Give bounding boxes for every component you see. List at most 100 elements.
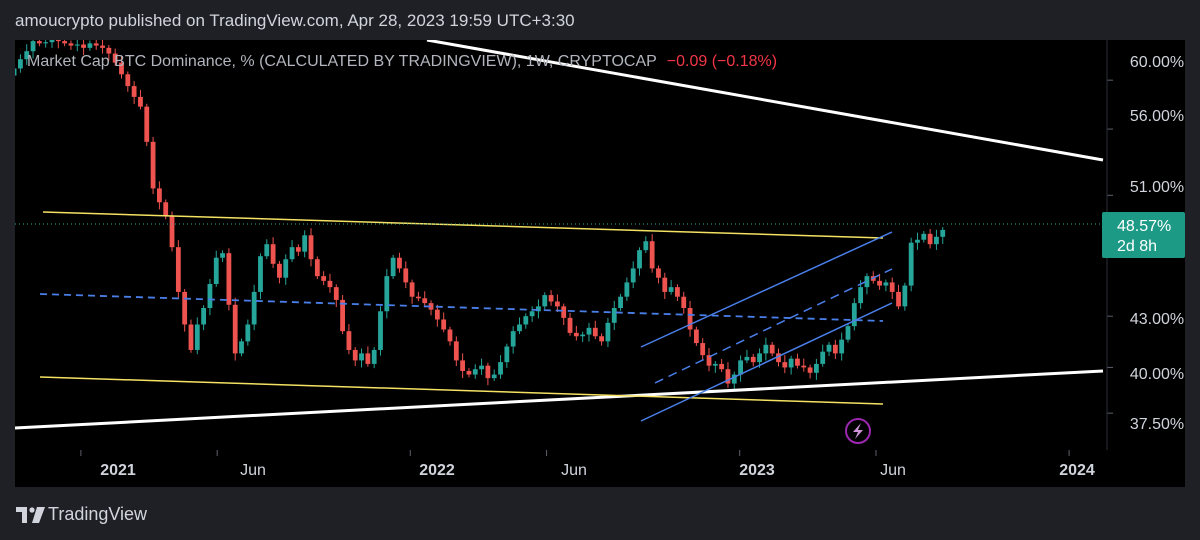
- candle: [902, 285, 908, 307]
- candle: [144, 106, 150, 142]
- candle: [921, 233, 927, 240]
- candle: [934, 236, 939, 245]
- chart-area[interactable]: 2021 Jun 2022 Jun 2023 Jun 2024 60.00% 5…: [15, 40, 1185, 487]
- candle: [738, 360, 743, 375]
- candle: [845, 326, 851, 340]
- candle: [731, 374, 737, 384]
- candle: [599, 336, 605, 342]
- header: amoucrypto published on TradingView.com,…: [0, 0, 1200, 40]
- candle: [289, 247, 295, 260]
- support-line-white: [15, 369, 1104, 430]
- candle: [422, 298, 428, 304]
- candle: [864, 276, 870, 288]
- candle: [883, 282, 889, 286]
- tick-label-jun-2022: Jun: [561, 462, 587, 479]
- y-tick-label-51: 51.00%: [1130, 179, 1184, 196]
- candle: [858, 287, 864, 304]
- price-badge: 48.57% 2d 8h: [1102, 212, 1185, 258]
- candle: [163, 202, 169, 217]
- candle: [131, 86, 137, 97]
- candle: [125, 74, 131, 87]
- candle: [327, 280, 333, 288]
- candle: [321, 276, 327, 281]
- candle: [81, 44, 86, 48]
- candle: [517, 324, 522, 332]
- candle: [504, 346, 510, 363]
- candle: [649, 241, 655, 269]
- tick-label-jun-2023: Jun: [880, 462, 906, 479]
- candle: [340, 299, 345, 332]
- candle: [352, 349, 358, 361]
- candle: [15, 68, 17, 76]
- candle: [561, 306, 567, 318]
- lightning-icon[interactable]: [845, 418, 871, 444]
- candle: [712, 363, 718, 366]
- channel-lower-line: [640, 302, 893, 422]
- tradingview-logo-icon: [16, 507, 45, 523]
- candle: [908, 242, 914, 286]
- candle: [182, 291, 188, 325]
- candle: [693, 329, 699, 344]
- y-tick-label-60: 60.00%: [1130, 54, 1184, 71]
- candle: [378, 311, 383, 350]
- candle: [536, 306, 541, 312]
- candle: [801, 365, 807, 368]
- legend-symbol: Market Cap BTC Dominance, % (CALCULATED …: [27, 53, 657, 70]
- candle: [750, 356, 756, 363]
- candle: [687, 308, 693, 330]
- candle: [277, 263, 282, 278]
- candle: [472, 369, 478, 375]
- candle: [700, 343, 706, 356]
- publisher-info: amoucrypto published on TradingView.com,…: [15, 11, 575, 30]
- candle: [150, 141, 156, 189]
- candle: [485, 365, 491, 379]
- candle: [100, 45, 105, 48]
- blue-dashed-midline: [39, 293, 884, 322]
- candle: [719, 363, 725, 370]
- candle: [74, 44, 80, 46]
- candle: [529, 311, 535, 317]
- candle: [213, 257, 219, 284]
- resistance-line-white: [426, 40, 1104, 162]
- candle: [725, 369, 731, 384]
- candle: [403, 268, 409, 283]
- candle: [112, 53, 118, 63]
- candle: [769, 344, 775, 354]
- price-chart[interactable]: 2021 Jun 2022 Jun 2023 Jun 2024 60.00% 5…: [15, 40, 1185, 487]
- candle: [119, 62, 124, 75]
- candle: [264, 244, 270, 257]
- candles-layer: [15, 40, 946, 390]
- candle: [548, 295, 554, 302]
- candle: [554, 301, 560, 307]
- y-tick-label-37-5: 37.50%: [1130, 416, 1184, 433]
- candle: [763, 344, 769, 354]
- candle: [510, 331, 516, 347]
- footer: TradingView: [0, 490, 1200, 540]
- candle: [409, 282, 415, 297]
- candle: [453, 341, 459, 361]
- y-tick-label-43: 43.00%: [1130, 311, 1184, 328]
- candle: [232, 304, 238, 354]
- candle: [359, 353, 364, 361]
- candle: [807, 367, 813, 373]
- candle: [757, 353, 762, 363]
- candle: [175, 247, 181, 292]
- candle: [68, 43, 74, 46]
- tick-label-2023: 2023: [739, 462, 775, 479]
- candle: [605, 322, 611, 342]
- candle: [390, 257, 396, 277]
- candle: [441, 319, 447, 330]
- candle: [239, 341, 244, 354]
- candle: [498, 362, 503, 375]
- candle: [586, 327, 592, 335]
- candle: [226, 253, 232, 305]
- y-tick-label-56: 56.00%: [1130, 108, 1184, 125]
- candle: [592, 327, 598, 337]
- tick-label-jun-2021: Jun: [240, 462, 266, 479]
- candle: [93, 43, 99, 46]
- tick-label-2024: 2024: [1059, 462, 1095, 479]
- candle: [49, 40, 55, 43]
- candle: [36, 41, 42, 44]
- candle: [611, 308, 617, 323]
- candle: [106, 47, 112, 54]
